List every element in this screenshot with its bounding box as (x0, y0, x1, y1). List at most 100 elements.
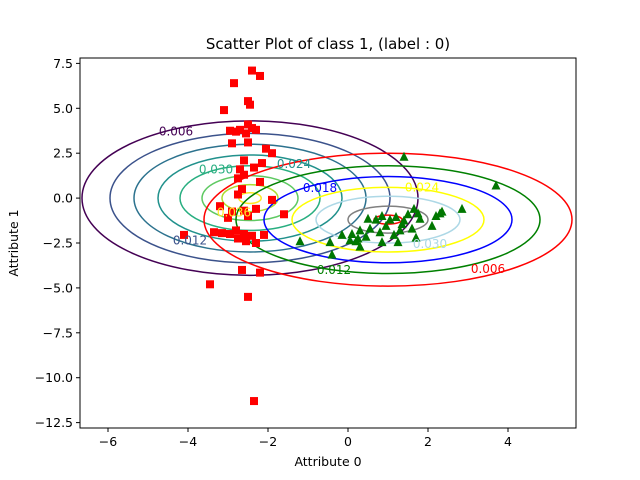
point-square (252, 239, 260, 247)
contour-label: 0.024 (405, 180, 439, 194)
contour-label: 0.006 (471, 262, 505, 276)
contour-labels-layer: 0.006 0.012 0.024 0.030 0.036 0.006 0.012 0.018… (159, 125, 505, 277)
point-square (226, 126, 234, 135)
contour-label: 0.012 (173, 233, 207, 247)
point-triangle (399, 215, 409, 225)
contour-label: 0.024 (277, 157, 311, 171)
contour-label: 0.030 (199, 162, 233, 176)
point-triangle (427, 220, 437, 230)
point-triangle (399, 151, 409, 161)
y-tick-label: 0.0 (53, 191, 73, 206)
point-triangle (371, 214, 381, 224)
point-square (206, 280, 214, 289)
point-triangle (415, 213, 425, 223)
point-triangle (337, 229, 347, 239)
contour-label: 0.036 (217, 205, 251, 219)
y-tick-label: 2.5 (53, 146, 73, 161)
points-layer (180, 66, 501, 406)
point-square (240, 206, 248, 215)
point-square (232, 127, 240, 136)
y-tick-label: −5.0 (43, 280, 73, 295)
point-square (244, 292, 252, 301)
contour-label: 0.018 (303, 181, 337, 195)
x-tick-label: 4 (504, 434, 512, 449)
point-square (244, 212, 252, 221)
contour-label: 0.012 (317, 263, 351, 277)
contour-b-level (203, 152, 573, 287)
point-square (248, 66, 256, 75)
point-square (250, 163, 258, 172)
point-triangle (381, 220, 391, 230)
x-tick-label: −6 (99, 434, 117, 449)
point-square (234, 174, 242, 183)
point-square (230, 79, 238, 88)
point-triangle (355, 241, 365, 251)
point-square (262, 144, 270, 153)
chart-title: Scatter Plot of class 1, (label : 0) (206, 35, 450, 53)
point-square (238, 185, 246, 194)
x-axis: −6 −4 −2 0 2 4 (99, 428, 512, 449)
point-square (246, 100, 254, 109)
point-square (260, 230, 268, 239)
point-triangle (347, 229, 357, 239)
point-triangle (409, 203, 419, 213)
point-triangle (389, 229, 399, 239)
y-tick-label: −12.5 (35, 415, 73, 430)
point-triangle (491, 180, 501, 190)
point-triangle (377, 237, 387, 247)
point-square (232, 226, 240, 235)
point-triangle (403, 209, 413, 219)
x-tick-label: 2 (424, 434, 432, 449)
point-triangle (351, 236, 361, 246)
point-square (234, 234, 242, 243)
contour-b-level (291, 186, 485, 253)
point-triangle (407, 223, 417, 233)
point-square (180, 230, 188, 239)
y-axis: −12.5 −10.0 −7.5 −5.0 −2.5 0.0 2.5 5.0 7.5 (35, 56, 80, 430)
point-triangle (391, 211, 401, 221)
point-square (256, 71, 264, 80)
point-triangle (345, 235, 355, 245)
point-square (280, 210, 288, 219)
point-triangle (365, 223, 375, 233)
point-square (248, 231, 256, 240)
contour-label: 0.030 (413, 237, 447, 251)
y-axis-label: Attribute 1 (6, 209, 21, 276)
contour-b-level (235, 165, 541, 275)
point-square (258, 159, 266, 168)
point-square (216, 202, 224, 211)
point-triangle (377, 211, 387, 221)
point-triangle (295, 236, 305, 246)
contour-b-level (263, 175, 513, 264)
point-square (228, 139, 236, 148)
y-tick-label: 5.0 (53, 101, 73, 116)
point-square (256, 268, 264, 277)
point-triangle (363, 213, 373, 223)
point-square (268, 195, 276, 204)
point-square (220, 106, 228, 115)
point-square (236, 165, 244, 174)
point-triangle (361, 231, 371, 241)
point-square (268, 149, 276, 158)
point-square (242, 129, 250, 138)
point-triangle (375, 227, 385, 237)
point-square (210, 228, 218, 237)
x-tick-label: 0 (344, 434, 352, 449)
point-triangle (325, 237, 335, 247)
contour-label: 0.006 (159, 125, 193, 139)
point-square (224, 213, 232, 222)
point-triangle (457, 203, 467, 213)
point-square (218, 229, 226, 238)
y-tick-label: −7.5 (43, 325, 73, 340)
x-tick-label: −4 (179, 434, 197, 449)
y-tick-label: −10.0 (35, 370, 73, 385)
y-tick-label: −2.5 (43, 236, 73, 251)
point-square (240, 170, 248, 179)
point-triangle (355, 225, 365, 235)
contour-b-level (315, 195, 461, 244)
point-square (244, 138, 252, 147)
point-square (238, 265, 246, 274)
point-square (234, 190, 242, 199)
